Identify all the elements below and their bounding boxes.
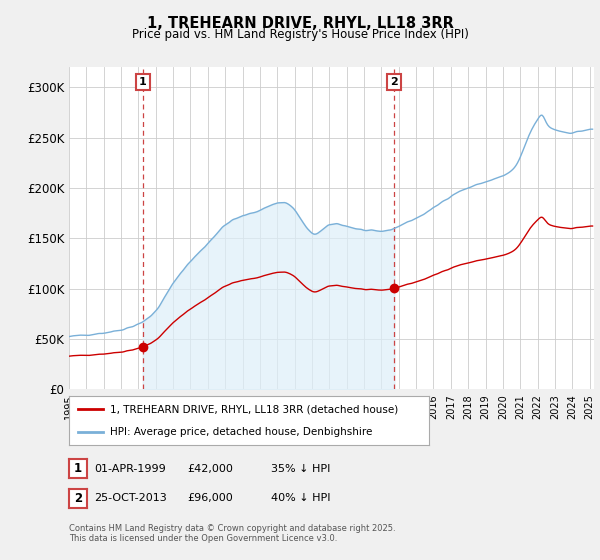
Text: 2: 2 [391, 77, 398, 87]
Text: £42,000: £42,000 [187, 464, 233, 474]
Text: 1, TREHEARN DRIVE, RHYL, LL18 3RR: 1, TREHEARN DRIVE, RHYL, LL18 3RR [146, 16, 454, 31]
Text: £96,000: £96,000 [187, 493, 233, 503]
Text: 01-APR-1999: 01-APR-1999 [94, 464, 166, 474]
Text: 2: 2 [74, 492, 82, 505]
Text: HPI: Average price, detached house, Denbighshire: HPI: Average price, detached house, Denb… [110, 427, 373, 437]
Text: 1: 1 [139, 77, 146, 87]
Text: Contains HM Land Registry data © Crown copyright and database right 2025.
This d: Contains HM Land Registry data © Crown c… [69, 524, 395, 543]
Text: 1, TREHEARN DRIVE, RHYL, LL18 3RR (detached house): 1, TREHEARN DRIVE, RHYL, LL18 3RR (detac… [110, 404, 398, 414]
Text: 35% ↓ HPI: 35% ↓ HPI [271, 464, 331, 474]
Text: 25-OCT-2013: 25-OCT-2013 [94, 493, 167, 503]
Text: Price paid vs. HM Land Registry's House Price Index (HPI): Price paid vs. HM Land Registry's House … [131, 28, 469, 41]
Text: 1: 1 [74, 462, 82, 475]
Text: 40% ↓ HPI: 40% ↓ HPI [271, 493, 331, 503]
